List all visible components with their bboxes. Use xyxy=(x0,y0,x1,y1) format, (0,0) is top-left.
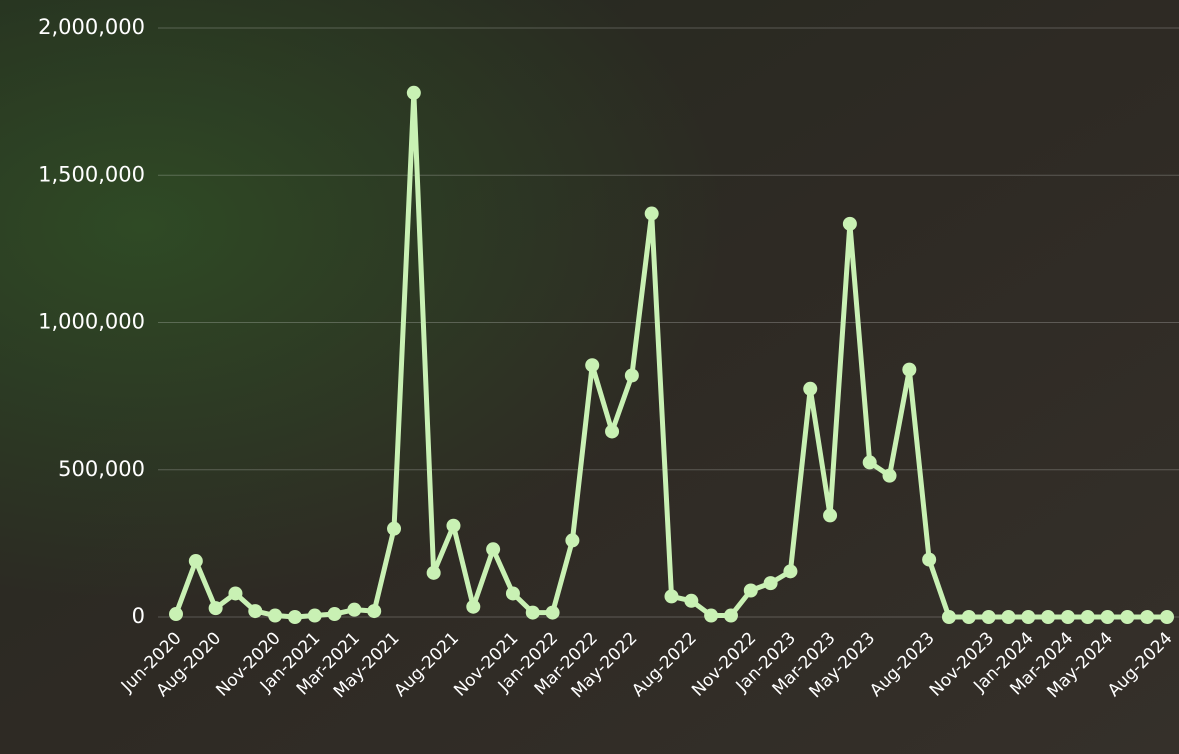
data-point xyxy=(307,608,322,623)
data-point xyxy=(208,601,223,616)
y-tick-label: 1,500,000 xyxy=(38,162,145,186)
data-point xyxy=(605,424,620,439)
data-point xyxy=(188,554,203,569)
y-tick-label: 1,000,000 xyxy=(38,310,145,334)
data-point xyxy=(287,610,302,624)
data-point xyxy=(624,368,639,383)
data-point xyxy=(426,565,441,580)
data-point xyxy=(684,593,699,608)
data-point xyxy=(783,564,798,579)
data-point xyxy=(387,521,402,536)
data-point xyxy=(902,362,917,377)
data-point xyxy=(704,608,719,623)
data-point xyxy=(248,604,263,619)
y-tick-label: 0 xyxy=(132,604,145,628)
data-point xyxy=(406,85,421,100)
data-point xyxy=(1120,610,1135,624)
data-point xyxy=(981,610,996,624)
data-point xyxy=(1041,610,1056,624)
data-point xyxy=(961,610,976,624)
data-point xyxy=(1100,610,1115,624)
data-point xyxy=(565,533,580,548)
data-point xyxy=(882,468,897,483)
data-point xyxy=(664,589,679,604)
data-point xyxy=(1021,610,1036,624)
data-point xyxy=(743,583,758,598)
y-tick-label: 500,000 xyxy=(58,457,145,481)
data-point xyxy=(723,608,738,623)
data-point xyxy=(1160,610,1174,624)
data-point xyxy=(1001,610,1016,624)
data-point xyxy=(505,586,520,601)
data-point xyxy=(644,206,659,221)
data-point xyxy=(842,216,857,231)
data-point xyxy=(367,604,382,619)
data-point xyxy=(525,605,540,620)
data-point xyxy=(763,576,778,591)
y-tick-label: 2,000,000 xyxy=(38,15,145,39)
data-point xyxy=(803,381,818,396)
data-point xyxy=(1080,610,1095,624)
data-point xyxy=(545,605,560,620)
data-point xyxy=(941,610,956,624)
data-point xyxy=(228,586,243,601)
data-point xyxy=(862,455,877,470)
data-point xyxy=(486,542,501,557)
data-point xyxy=(585,358,600,373)
data-point xyxy=(922,552,937,567)
data-point xyxy=(446,518,461,533)
data-point xyxy=(268,608,283,623)
data-point xyxy=(823,508,838,523)
data-point xyxy=(327,607,342,622)
data-point xyxy=(169,607,183,622)
data-point xyxy=(466,599,481,614)
data-point xyxy=(347,602,362,617)
data-point xyxy=(1060,610,1075,624)
data-point xyxy=(1140,610,1155,624)
